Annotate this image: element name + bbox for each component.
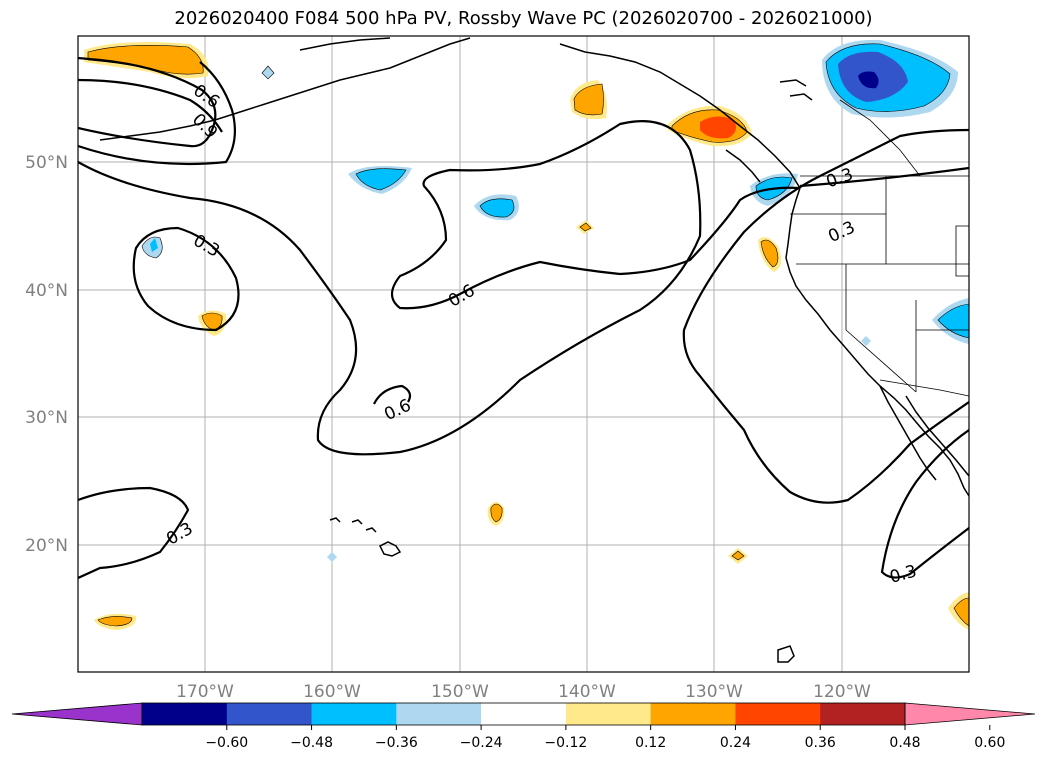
- contour-label: 0.3: [825, 217, 858, 247]
- lon-label-160w: 160°W: [303, 682, 361, 702]
- contour-0-3-east: [682, 128, 969, 504]
- contour-0-6-north: [78, 78, 223, 133]
- contour-label: 0.3: [824, 164, 856, 192]
- contour-label: 0.3: [888, 561, 919, 587]
- lat-label-50n: 50°N: [25, 153, 68, 173]
- negative-anomaly-canada-core: [858, 71, 879, 89]
- colorbar-tick-label: −0.36: [375, 735, 418, 751]
- contour-0-3-southwest: [78, 486, 190, 580]
- positive-anomaly-small-2-core: [731, 550, 745, 561]
- positive-anomaly-california-coast-core: [760, 239, 779, 268]
- lon-label-140w: 140°W: [558, 682, 616, 702]
- contour-0-6-small: [373, 384, 412, 405]
- negative-anomaly-central-core: [479, 198, 515, 218]
- positive-anomaly-southwest-core: [97, 616, 133, 627]
- positive-anomaly-small-1-core: [579, 222, 592, 232]
- colorbar: −0.60 −0.48 −0.36 −0.24 −0.12 0.12 0.24 0.36 0.4…: [11, 702, 1036, 751]
- shaded-anomalies: [84, 39, 969, 630]
- contour-0-3-northeast: [799, 166, 969, 188]
- negative-anomaly-small-3: [327, 552, 337, 562]
- colorbar-extend-low: [11, 702, 143, 726]
- positive-anomaly-subtropic-core: [490, 503, 503, 523]
- colorbar-tick-label: 0.12: [635, 735, 666, 751]
- contour-0-6-main: [78, 120, 801, 456]
- negative-anomaly-nevada-core: [937, 303, 969, 339]
- lon-label-120w: 120°W: [813, 682, 871, 702]
- colorbar-segment: [820, 703, 906, 725]
- lon-label-150w: 150°W: [431, 682, 489, 702]
- map-title: 2026020400 F084 500 hPa PV, Rossby Wave …: [174, 8, 873, 29]
- lon-label-170w: 170°W: [176, 682, 234, 702]
- colorbar-segment: [311, 703, 397, 725]
- contour-0-3-northwest: [78, 61, 237, 166]
- colorbar-tick-label: −0.12: [544, 735, 587, 751]
- colorbar-tick-label: −0.24: [460, 735, 503, 751]
- contour-0-9-north: [78, 56, 217, 148]
- positive-anomaly-southeast-core: [953, 597, 969, 627]
- colorbar-segment: [481, 703, 567, 725]
- colorbar-extend-high: [904, 702, 1036, 726]
- contour-0-3-loop: [132, 226, 240, 332]
- political-borders: [790, 99, 969, 397]
- colorbar-frame: [141, 702, 906, 726]
- colorbar-tick-label: 0.48: [889, 735, 920, 751]
- colorbar-segment: [735, 703, 821, 725]
- colorbar-segment: [142, 703, 228, 725]
- colorbar-segment: [565, 703, 652, 725]
- positive-anomaly-gulf-core: [573, 83, 604, 116]
- colorbar-tick-label: −0.48: [290, 735, 333, 751]
- coastlines: [99, 37, 969, 663]
- positive-anomaly-bc-peak: [700, 116, 736, 139]
- negative-anomaly-nepac-core: [355, 168, 407, 191]
- colorbar-segment: [226, 703, 313, 725]
- longitude-labels: 170°W 160°W 150°W 140°W 130°W 120°W: [176, 682, 871, 702]
- contour-labels: 0.6 0.9 0.3 0.6 0.6 0.3 0.3 0.3 0.3: [163, 81, 919, 588]
- negative-anomaly-small-1: [261, 65, 275, 80]
- positive-anomaly-west-core: [201, 312, 223, 331]
- plot-frame: [77, 35, 970, 673]
- plot-area: 0.6 0.9 0.3 0.6 0.6 0.3 0.3 0.3 0.3: [78, 36, 969, 672]
- lat-label-30n: 30°N: [25, 408, 68, 428]
- colorbar-tick-label: 0.24: [720, 735, 751, 751]
- negative-anomaly-west-core: [150, 238, 158, 252]
- latitude-labels: 50°N 40°N 30°N 20°N: [25, 153, 68, 556]
- colorbar-tick-label: 0.60: [974, 735, 1005, 751]
- colorbar-segment: [396, 703, 482, 725]
- colorbar-tick-label: 0.36: [805, 735, 836, 751]
- lat-label-40n: 40°N: [25, 281, 68, 301]
- colorbar-tick-label: −0.60: [205, 735, 248, 751]
- negative-anomaly-small-2: [861, 336, 871, 346]
- contour-label: 0.6: [445, 281, 478, 312]
- colorbar-segment: [650, 703, 736, 725]
- lat-label-20n: 20°N: [25, 536, 68, 556]
- pv-contours: [78, 56, 969, 580]
- contour-0-3-southeast: [880, 429, 969, 579]
- lon-label-130w: 130°W: [685, 682, 743, 702]
